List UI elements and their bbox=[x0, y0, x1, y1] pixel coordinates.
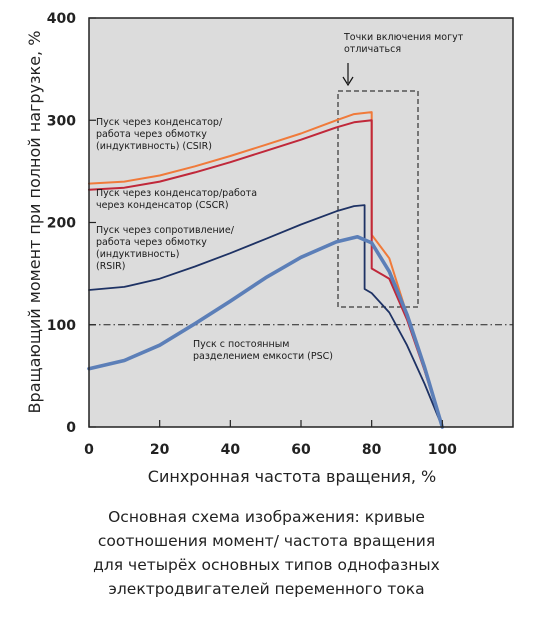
y-tick-label: 200 bbox=[47, 216, 76, 232]
series-line-4 bbox=[87, 235, 445, 429]
caption-line: соотношения момент/ частота вращения bbox=[97, 532, 436, 550]
x-tick-label: 60 bbox=[291, 442, 311, 458]
annotation-1: Пуск через конденсатор/работа через обмо… bbox=[96, 117, 223, 152]
caption-line: электродвигателей переменного тока bbox=[108, 580, 425, 598]
series-line-3 bbox=[88, 204, 444, 428]
chart-svg: 0 20 40 60 80 100 0 100 200 300 400 Синхронная част… bbox=[25, 11, 514, 486]
annotation-line: через конденсатор (CSCR) bbox=[96, 200, 229, 211]
y-tick-label: 300 bbox=[47, 113, 76, 129]
annotation-line: отличаться bbox=[344, 44, 401, 55]
caption-line: Основная схема изображения: кривые bbox=[108, 508, 425, 526]
switch-points-box bbox=[337, 90, 419, 308]
x-tick-label: 100 bbox=[428, 442, 457, 458]
annotation-line: Пуск через конденсатор/ bbox=[96, 117, 223, 128]
y-tick-label: 0 bbox=[66, 420, 76, 436]
x-tick-label: 0 bbox=[84, 442, 94, 458]
plot-area bbox=[89, 18, 513, 427]
annotation-line: Пуск с постоянным bbox=[193, 339, 289, 350]
x-tick-label: 40 bbox=[221, 442, 241, 458]
annotation-line: работа через обмотку bbox=[96, 237, 207, 248]
annotation-3: Пуск через сопротивление/работа через об… bbox=[96, 225, 235, 272]
annotation-line: работа через обмотку bbox=[96, 129, 207, 140]
annotation-arrow-head bbox=[342, 76, 354, 87]
caption-line: для четырёх основных типов однофазных bbox=[93, 556, 440, 574]
annotation-4: Пуск с постоянным разделением емкости (PS… bbox=[193, 339, 333, 362]
annotation-line: (индуктивность) (CSIR) bbox=[96, 141, 212, 152]
annotation-2: Пуск через конденсатор/работа через конде… bbox=[96, 188, 257, 211]
annotation-line: (RSIR) bbox=[96, 261, 125, 272]
y-tick-label: 400 bbox=[47, 11, 76, 27]
x-axis-title: Синхронная частота вращения, % bbox=[148, 467, 436, 486]
y-tick-label: 100 bbox=[47, 318, 76, 334]
annotation-line: Пуск через конденсатор/работа bbox=[96, 188, 257, 199]
x-tick-label: 80 bbox=[362, 442, 382, 458]
series-line-2 bbox=[88, 119, 444, 428]
x-tick-label: 20 bbox=[150, 442, 170, 458]
annotation-line: (индуктивность) bbox=[96, 249, 179, 260]
annotation-5: Точки включения могут отличаться bbox=[343, 32, 464, 55]
chart-caption: Основная схема изображения: кривые соотн… bbox=[0, 505, 533, 601]
annotation-line: разделением емкости (PSC) bbox=[193, 351, 333, 362]
annotation-line: Точки включения могут bbox=[343, 32, 464, 43]
annotation-line: Пуск через сопротивление/ bbox=[96, 225, 235, 236]
y-axis-title: Вращающий момент при полной нагрузке, % bbox=[25, 31, 44, 414]
chart: 0 20 40 60 80 100 0 100 200 300 400 Синхронная част… bbox=[25, 11, 514, 486]
